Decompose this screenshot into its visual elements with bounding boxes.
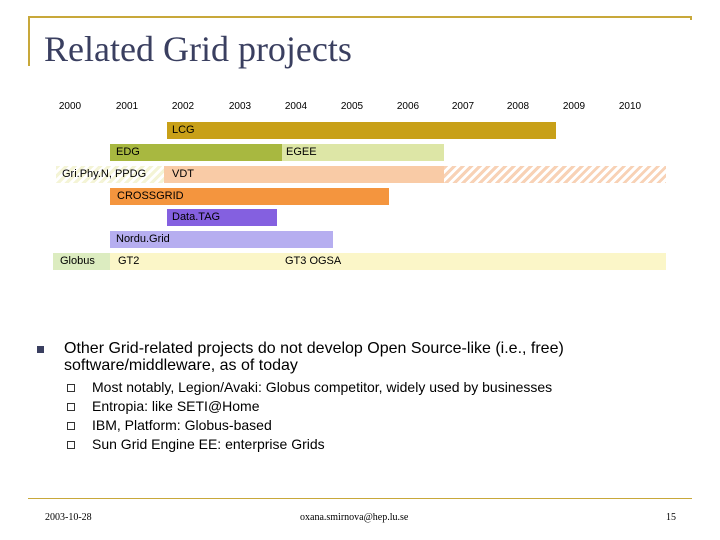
datatag-label: Data.TAG bbox=[172, 211, 221, 223]
griphyn-bar: Gri.Phy.N, PPDG bbox=[56, 166, 164, 183]
footer-date: 2003-10-28 bbox=[45, 512, 92, 523]
nordugrid-bar: Nordu.Grid bbox=[110, 231, 333, 248]
title-rule-right bbox=[690, 16, 692, 20]
bullet-hollow-square-icon bbox=[67, 441, 75, 449]
gt-bar bbox=[110, 253, 666, 270]
vdt-bar: VDT bbox=[164, 166, 444, 183]
year-label: 2010 bbox=[618, 101, 642, 112]
egee-label: EGEE bbox=[286, 146, 317, 158]
year-label: 2001 bbox=[115, 101, 139, 112]
year-label: 2005 bbox=[340, 101, 364, 112]
bullet-hollow-square-icon bbox=[67, 422, 75, 430]
sub-bullet-text: Entropia: like SETI@Home bbox=[92, 398, 260, 414]
main-bullet-text: Other Grid-related projects do not devel… bbox=[64, 340, 564, 374]
crossgrid-label: CROSSGRID bbox=[117, 190, 184, 202]
year-label: 2006 bbox=[396, 101, 420, 112]
year-label: 2008 bbox=[506, 101, 530, 112]
footer-rule bbox=[28, 498, 692, 499]
year-label: 2002 bbox=[171, 101, 195, 112]
gt2-label: GT2 bbox=[118, 255, 140, 267]
datatag-bar: Data.TAG bbox=[167, 209, 277, 226]
title-rule-left bbox=[28, 16, 30, 66]
globus-label: Globus bbox=[60, 255, 95, 267]
lcg-label: LCG bbox=[172, 124, 195, 136]
vdt-future-bar bbox=[444, 166, 666, 183]
slide-title: Related Grid projects bbox=[44, 29, 352, 69]
egee-bar: EGEE bbox=[282, 144, 444, 161]
footer-email: oxana.smirnova@hep.lu.se bbox=[300, 512, 409, 523]
title-rule bbox=[28, 16, 692, 18]
globus-bar: Globus bbox=[53, 253, 110, 270]
lcg-bar: LCG bbox=[167, 122, 556, 139]
sub-bullet-text: IBM, Platform: Globus-based bbox=[92, 417, 272, 433]
sub-bullet-text: Sun Grid Engine EE: enterprise Grids bbox=[92, 436, 325, 452]
year-label: 2000 bbox=[58, 101, 82, 112]
year-label: 2003 bbox=[228, 101, 252, 112]
bullet-hollow-square-icon bbox=[67, 403, 75, 411]
crossgrid-bar: CROSSGRID bbox=[110, 188, 389, 205]
edg-label: EDG bbox=[116, 146, 140, 158]
page-number: 15 bbox=[666, 512, 676, 523]
sub-bullet-text: Most notably, Legion/Avaki: Globus compe… bbox=[92, 379, 553, 395]
bullet-square-icon bbox=[37, 346, 44, 353]
year-label: 2007 bbox=[451, 101, 475, 112]
griphyn-label: Gri.Phy.N, PPDG bbox=[62, 168, 147, 180]
bullet-hollow-square-icon bbox=[67, 384, 75, 392]
edg-bar: EDG bbox=[110, 144, 282, 161]
year-label: 2004 bbox=[284, 101, 308, 112]
vdt-label: VDT bbox=[172, 168, 194, 180]
nordugrid-label: Nordu.Grid bbox=[116, 233, 170, 245]
gt3-label: GT3 OGSA bbox=[285, 255, 342, 267]
year-label: 2009 bbox=[562, 101, 586, 112]
